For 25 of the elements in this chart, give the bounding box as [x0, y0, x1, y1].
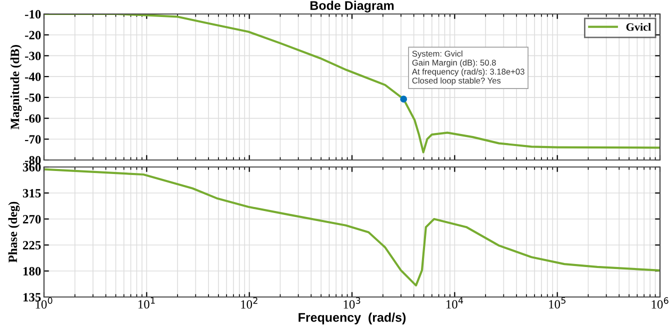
y-tick-label: -50 [25, 93, 41, 102]
y-tick-label: -20 [25, 30, 41, 40]
y-tick-label: -80 [25, 156, 41, 164]
y-axis-title: Phase (deg) [8, 202, 20, 263]
y-tick-label: -60 [25, 114, 41, 123]
y-tick-label: 180 [23, 267, 41, 276]
y-tick-label: 360 [22, 163, 41, 172]
y-tick-label: -70 [25, 135, 41, 144]
y-axis-title: Magnitude (dB) [10, 45, 22, 130]
x-tick-label: 10$^{4}$ [446, 297, 464, 309]
x-tick-label: 10$^{1}$ [138, 297, 155, 309]
x-tick-label: 10$^{3}$ [344, 297, 360, 309]
y-tick-label: -30 [25, 52, 41, 60]
x-tick-label: 10$^{2}$ [241, 297, 258, 309]
y-tick-label: -10 [25, 10, 41, 18]
y-tick-label: 135 [23, 293, 41, 302]
annotation: System: Gvicl Gain Margin (dB): 50.8 At frequency (rad/s): 3.18e+03 Closed loop stable? Yes [412, 50, 524, 86]
y-tick-label: 315 [22, 189, 41, 198]
chart-title: Bode Diagram [310, 0, 394, 12]
y-tick-label: -40 [25, 72, 41, 82]
x-tick-label: 10$^{6}$ [652, 297, 668, 309]
y-tick-label: 270 [23, 215, 41, 224]
x-axis-title: Frequency (rad/s) [298, 312, 406, 324]
legend-label: Gvicl [626, 22, 651, 31]
y-tick-label: 225 [23, 241, 41, 250]
